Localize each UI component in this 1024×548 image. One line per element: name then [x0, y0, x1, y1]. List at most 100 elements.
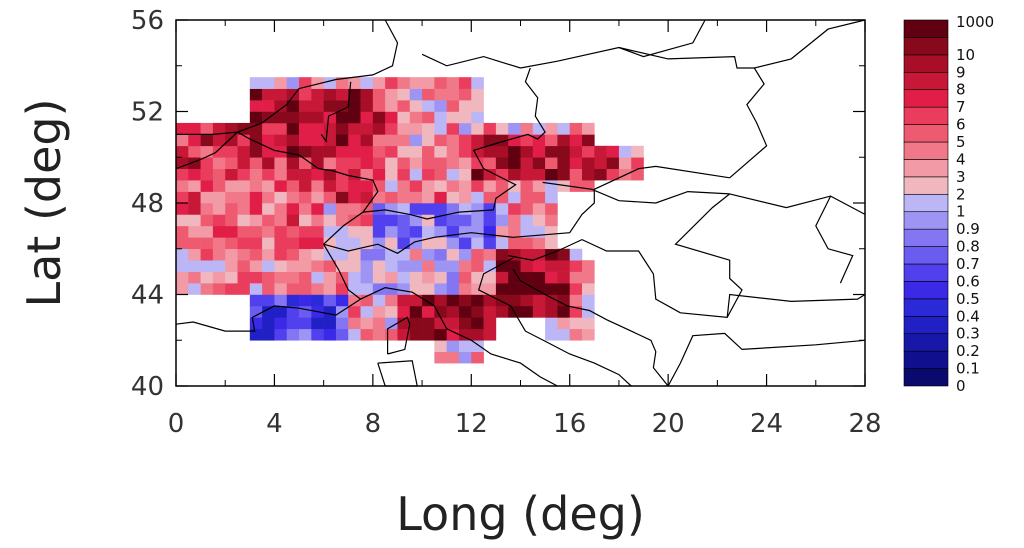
- heatmap-cell: [286, 111, 300, 124]
- heatmap-cell: [274, 100, 288, 112]
- heatmap-cell: [508, 225, 521, 238]
- heatmap-cell: [200, 260, 214, 272]
- heatmap-cell: [397, 191, 411, 204]
- heatmap-cell: [557, 271, 571, 284]
- heatmap-cell: [262, 225, 275, 238]
- heatmap-cell: [274, 134, 288, 147]
- heatmap-cell: [532, 191, 546, 204]
- colorbar-label: 0.6: [956, 272, 980, 290]
- heatmap-cell: [483, 260, 497, 272]
- heatmap-cell: [569, 248, 583, 261]
- heatmap-cell: [483, 225, 497, 238]
- heatmap-cell: [348, 100, 361, 112]
- heatmap-cell: [360, 203, 374, 215]
- heatmap-cell: [532, 145, 546, 158]
- heatmap-cell: [200, 168, 214, 181]
- heatmap-cell: [372, 111, 386, 124]
- heatmap-cell: [274, 157, 288, 169]
- border-line: [508, 238, 681, 314]
- heatmap-cell: [446, 145, 460, 158]
- heatmap-cell: [458, 180, 472, 192]
- heatmap-cell: [237, 271, 251, 284]
- colorbar-swatch: [903, 124, 949, 143]
- heatmap-cell: [495, 191, 509, 204]
- heatmap-cell: [286, 283, 300, 295]
- heatmap-cell: [385, 328, 398, 341]
- heatmap-cell: [262, 203, 275, 215]
- heatmap-cell: [274, 237, 288, 250]
- heatmap-cell: [348, 157, 361, 169]
- colorbar-swatch: [903, 89, 949, 108]
- heatmap-cell: [225, 203, 238, 215]
- heatmap-cell: [348, 237, 361, 250]
- heatmap-cell: [594, 145, 607, 158]
- heatmap-cell: [385, 168, 398, 181]
- heatmap-cell: [483, 122, 497, 135]
- heatmap-cell: [446, 328, 460, 341]
- heatmap-cell: [385, 88, 398, 101]
- heatmap-cell: [545, 248, 558, 261]
- heatmap-cell: [249, 157, 263, 169]
- heatmap-cell: [360, 317, 374, 330]
- heatmap-cell: [212, 157, 226, 169]
- heatmap-cell: [409, 271, 423, 284]
- heatmap-cell: [409, 145, 423, 158]
- colorbar-label: 7: [956, 98, 966, 116]
- heatmap-cell: [495, 248, 509, 261]
- heatmap-cell: [299, 191, 312, 204]
- colorbar-swatch: [903, 315, 949, 335]
- heatmap-cell: [446, 294, 460, 307]
- heatmap-cell: [471, 77, 484, 89]
- heatmap-cell: [323, 294, 337, 307]
- heatmap-cell: [262, 88, 275, 101]
- heatmap-cell: [397, 168, 411, 181]
- heatmap-cell: [471, 340, 484, 352]
- heatmap-cell: [348, 305, 361, 318]
- heatmap-cell: [569, 134, 583, 147]
- heatmap-cell: [200, 191, 214, 204]
- heatmap-cell: [348, 317, 361, 330]
- heatmap-cell: [397, 88, 411, 101]
- heatmap-cell: [212, 248, 226, 261]
- heatmap-cell: [471, 283, 484, 295]
- heatmap-cell: [311, 134, 324, 147]
- heatmap-cell: [606, 168, 620, 181]
- heatmap-cell: [311, 203, 324, 215]
- heatmap-cell: [520, 294, 534, 307]
- heatmap-cell: [397, 111, 411, 124]
- heatmap-cell: [434, 191, 447, 204]
- heatmap-cell: [212, 134, 226, 147]
- heatmap-cells: [176, 77, 644, 364]
- heatmap-cell: [532, 283, 546, 295]
- heatmap-cell: [335, 157, 349, 169]
- heatmap-cell: [458, 225, 472, 238]
- heatmap-cell: [458, 191, 472, 204]
- heatmap-cell: [569, 271, 583, 284]
- heatmap-cell: [569, 168, 583, 181]
- heatmap-cell: [434, 134, 447, 147]
- heatmap-cell: [262, 77, 275, 89]
- heatmap-cell: [471, 260, 484, 272]
- heatmap-cell: [385, 122, 398, 135]
- heatmap-cell: [200, 248, 214, 261]
- heatmap-cell: [323, 260, 337, 272]
- heatmap-cell: [397, 214, 411, 227]
- heatmap-cell: [458, 237, 472, 250]
- x-axis-title: Long (deg): [396, 487, 645, 541]
- heatmap-cell: [495, 305, 509, 318]
- heatmap-cell: [262, 134, 275, 147]
- heatmap-cell: [409, 203, 423, 215]
- heatmap-cell: [249, 88, 263, 101]
- colorbar-swatch: [903, 350, 949, 369]
- heatmap-cell: [508, 191, 521, 204]
- border-line: [323, 165, 730, 254]
- heatmap-cell: [409, 328, 423, 341]
- heatmap-cell: [495, 260, 509, 272]
- heatmap-cell: [200, 214, 214, 227]
- heatmap-cell: [372, 317, 386, 330]
- heatmap-cell: [458, 88, 472, 101]
- heatmap-cell: [434, 271, 447, 284]
- heatmap-cell: [249, 111, 263, 124]
- heatmap-cell: [532, 203, 546, 215]
- heatmap-cell: [176, 145, 189, 158]
